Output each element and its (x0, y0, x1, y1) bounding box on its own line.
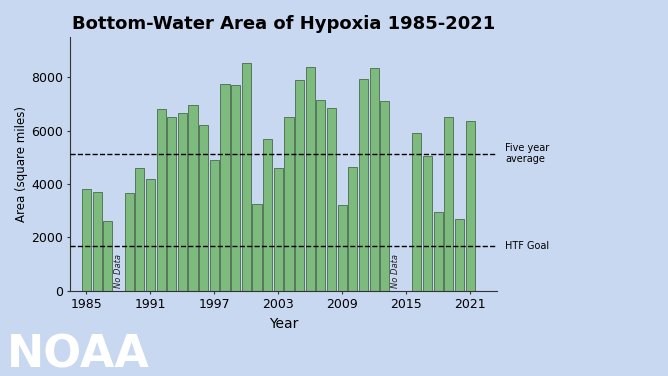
Bar (253, 204, 262, 291)
Text: Five year
average: Five year average (505, 143, 550, 164)
Text: No Data: No Data (114, 253, 123, 288)
Bar (178, 113, 187, 291)
Bar (327, 108, 336, 291)
Bar (338, 205, 347, 291)
Bar (103, 221, 112, 291)
Bar (295, 80, 304, 291)
Text: No Data: No Data (391, 253, 400, 288)
Text: NOAA: NOAA (7, 333, 150, 376)
Bar (274, 168, 283, 291)
Bar (124, 193, 134, 291)
Bar (93, 192, 102, 291)
Text: HTF Goal: HTF Goal (505, 241, 549, 251)
Bar (188, 105, 198, 291)
Bar (199, 125, 208, 291)
Bar (380, 102, 389, 291)
Bar (82, 190, 91, 291)
Bar (220, 84, 230, 291)
Bar (263, 139, 272, 291)
Bar (466, 121, 475, 291)
Bar (444, 117, 454, 291)
Bar (306, 67, 315, 291)
Bar (156, 109, 166, 291)
X-axis label: Year: Year (269, 317, 299, 331)
Y-axis label: Area (square miles): Area (square miles) (15, 106, 28, 222)
Bar (349, 167, 357, 291)
Bar (135, 168, 144, 291)
Bar (231, 85, 240, 291)
Bar (242, 63, 251, 291)
Bar (317, 100, 325, 291)
Bar (455, 219, 464, 291)
Bar (210, 160, 219, 291)
Bar (167, 117, 176, 291)
Bar (146, 179, 155, 291)
Bar (423, 156, 432, 291)
Bar (434, 212, 443, 291)
Bar (285, 117, 293, 291)
Bar (370, 68, 379, 291)
Bar (412, 133, 422, 291)
Title: Bottom-Water Area of Hypoxia 1985-2021: Bottom-Water Area of Hypoxia 1985-2021 (72, 15, 495, 33)
Bar (359, 79, 368, 291)
